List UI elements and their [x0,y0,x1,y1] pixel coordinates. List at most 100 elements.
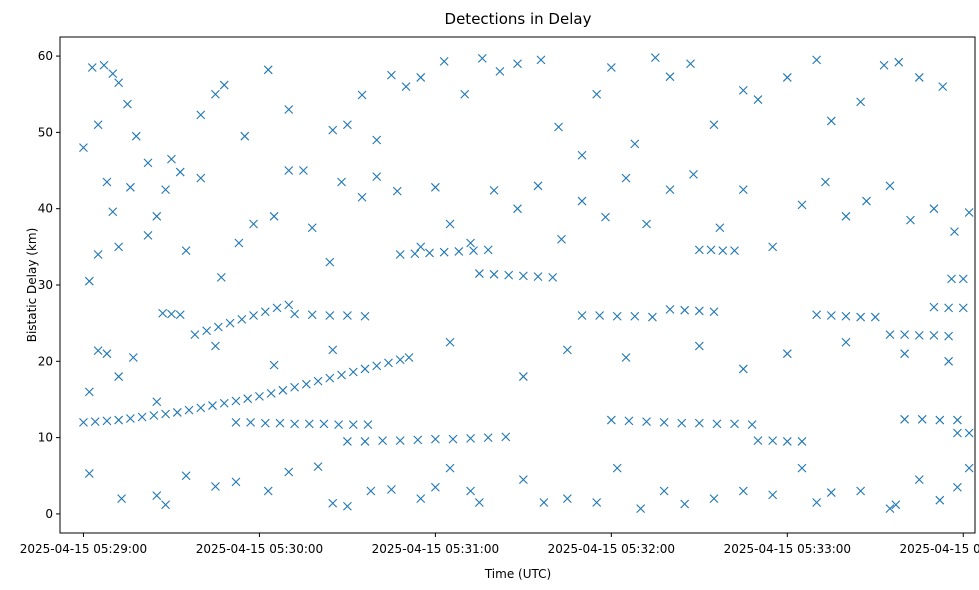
scatter-point [577,150,587,160]
scatter-point [413,435,423,445]
scatter-point [90,417,100,426]
scatter-point [964,428,974,438]
scatter-point [870,312,880,322]
scatter-point [363,420,373,430]
scatter-point [196,173,206,183]
y-tick-label: 40 [38,202,53,216]
scatter-point [477,53,487,63]
scatter-point [190,330,200,339]
scatter-point [929,302,939,312]
scatter-point [211,89,220,99]
scatter-point [730,419,739,429]
scatter-point [782,73,792,82]
scatter-point [474,498,484,507]
scatter-point [612,311,622,321]
scatter-point [680,499,690,509]
scatter-point [730,246,739,256]
scatter-point [284,467,294,477]
scatter-point [237,314,247,324]
scatter-point [272,303,282,313]
scatter-point [313,376,323,386]
scatter-point [79,143,88,153]
scatter-point [123,99,132,109]
scatter-point [196,110,206,120]
scatter-point [158,308,168,318]
scatter-point [328,345,338,355]
scatter-point [518,271,528,281]
scatter-point [621,353,631,362]
scatter-point [885,181,895,191]
scatter-point [249,311,258,320]
scatter-point [601,212,610,222]
x-tick-label: 2025-04-15 05:32:00 [548,542,675,556]
scatter-point [885,504,895,513]
scatter-point [184,405,194,415]
scatter-point [325,311,335,320]
y-tick-label: 10 [38,431,53,445]
scatter-point [821,177,830,187]
scatter-point [131,131,141,141]
scatter-point [958,274,968,284]
scatter-point [137,412,147,422]
scatter-point [474,269,484,278]
scatter-point [454,247,464,256]
scatter-point [642,219,651,229]
scatter-point [935,415,945,425]
scatter-point [161,409,170,419]
scatter-point [392,186,402,196]
scatter-point [738,364,748,374]
scatter-point [709,120,719,130]
scatter-point [328,498,338,508]
scatter-point [606,415,616,425]
scatter-point [862,196,871,206]
scatter-point [856,312,866,322]
scatter-point [782,437,792,446]
scatter-point [357,90,367,100]
scatter-point [797,437,807,446]
scatter-point [337,177,346,187]
scatter-point [592,89,602,99]
scatter-point [79,417,88,427]
scatter-point [709,307,719,317]
scatter-point [914,475,924,484]
scatter-point [466,486,475,496]
scatter-point [630,311,640,321]
scatter-point [513,59,522,69]
scatter-point [659,417,669,427]
scatter-point [290,382,300,392]
scatter-point [533,272,543,281]
scatter-point [430,482,440,492]
scatter-point [812,310,822,320]
scatter-point [372,135,382,145]
scatter-point [445,219,455,229]
scatter-point [246,417,256,427]
scatter-point [430,182,440,192]
scatter-point [536,55,546,65]
scatter-point [290,309,300,319]
x-tick-label: 2025-04-15 05:29:00 [20,542,147,556]
scatter-point [172,408,182,417]
scatter-point [348,420,358,430]
scatter-point [290,419,300,429]
scatter-point [263,65,273,75]
scatter-point [709,494,719,504]
scatter-point [213,322,223,332]
scatter-point [929,204,939,214]
scatter-point [592,498,602,507]
scatter-point [152,397,162,407]
scatter-point [557,234,566,244]
scatter-point [99,60,109,70]
scatter-point [152,211,162,221]
scatter-point [689,169,698,179]
y-axis-label: Bistatic Delay (km) [25,228,39,343]
scatter-point [900,349,910,359]
scatter-point [445,463,455,473]
scatter-point [768,436,778,446]
scatter-point [387,485,396,494]
scatter-point [917,414,927,424]
scatter-point [219,398,229,408]
scatter-point [231,417,241,427]
scatter-point [539,498,549,507]
scatter-point [642,417,651,426]
chart-title: Detections in Delay [445,10,592,28]
